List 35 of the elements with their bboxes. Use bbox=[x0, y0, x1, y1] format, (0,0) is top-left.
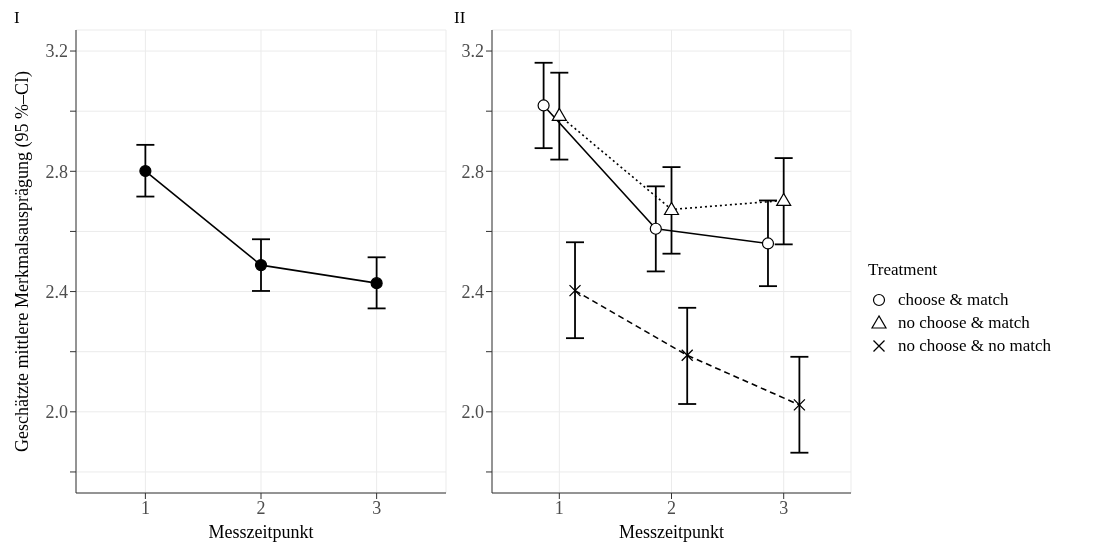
y-tick-label: 3.2 bbox=[461, 41, 484, 62]
point bbox=[663, 201, 680, 216]
point bbox=[537, 99, 550, 112]
y-tick-label: 2.4 bbox=[45, 281, 68, 302]
point bbox=[649, 222, 662, 235]
point bbox=[370, 277, 383, 290]
x-tick-label: 3 bbox=[372, 497, 382, 518]
legend-label: no choose & match bbox=[898, 312, 1030, 333]
y-axis-title: Geschätzte mittlere Merkmalsausprägung (95 %–CI) bbox=[12, 71, 34, 452]
point bbox=[681, 349, 694, 362]
x-tick-label: 2 bbox=[256, 497, 266, 518]
x-tick-label: 2 bbox=[667, 497, 676, 518]
point bbox=[254, 259, 268, 272]
chart-title: II bbox=[454, 8, 466, 28]
y-tick-label: 2.4 bbox=[461, 281, 484, 302]
legend-label: no choose & no match bbox=[898, 335, 1051, 356]
point bbox=[793, 398, 806, 412]
point bbox=[761, 237, 775, 250]
point bbox=[551, 107, 567, 121]
point bbox=[139, 164, 152, 178]
x-axis-title: Messzeitpunkt bbox=[619, 522, 724, 542]
point bbox=[568, 284, 582, 297]
y-tick-label: 2.8 bbox=[45, 161, 68, 182]
y-tick-label: 2.0 bbox=[461, 402, 484, 423]
x-tick-label: 3 bbox=[779, 497, 789, 518]
legend-label: choose & match bbox=[898, 289, 1009, 310]
x-tick-label: 1 bbox=[140, 497, 150, 518]
x-tick-label: 1 bbox=[554, 497, 564, 518]
y-tick-label: 2.0 bbox=[45, 402, 68, 423]
y-tick-label: 2.8 bbox=[461, 161, 484, 182]
chart-title: I bbox=[14, 8, 20, 28]
legend-title: Treatment bbox=[868, 260, 939, 280]
y-tick-label: 3.2 bbox=[45, 41, 68, 62]
point bbox=[776, 192, 792, 207]
x-axis-title: Messzeitpunkt bbox=[208, 522, 314, 542]
